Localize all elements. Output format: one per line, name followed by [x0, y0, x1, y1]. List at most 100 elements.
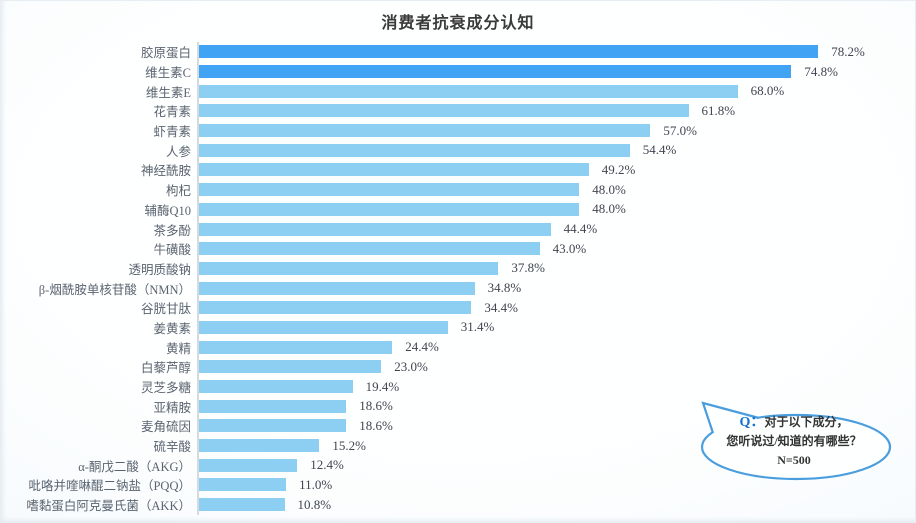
- value-label: 15.2%: [332, 437, 366, 453]
- bar-cell: [197, 199, 580, 220]
- category-label: 吡咯并喹啉醌二钠盐（PQQ）: [28, 479, 191, 494]
- speech-bubble-ellipse: [700, 413, 892, 481]
- value-label: 10.8%: [297, 496, 332, 512]
- bar: [199, 143, 630, 157]
- category-label: 姜黄素: [153, 321, 191, 336]
- bar-rows: 胶原蛋白 78.2% 维生素C 74.8% 维生素E 68.0% 花青素 61.8% 虾青素 57…: [0, 42, 916, 515]
- bar-cell: [197, 81, 738, 102]
- bar-cell: [197, 357, 382, 377]
- bar-row: 维生素E 68.0%: [0, 81, 916, 102]
- value-label: 74.8%: [804, 63, 838, 79]
- category-label: 人参: [165, 144, 191, 159]
- bar-row: 吡咯并喹啉醌二钠盐（PQQ） 11.0%: [0, 475, 916, 495]
- category-label: 维生素E: [145, 85, 191, 100]
- bar: [199, 458, 298, 472]
- question-line-2: 您听说过/知道的有哪些？: [726, 434, 862, 448]
- bar-cell: [197, 278, 475, 298]
- bar-cell: [197, 494, 285, 515]
- bar-row: 花青素 61.8%: [0, 101, 916, 121]
- value-label: 48.0%: [592, 201, 626, 217]
- bar: [199, 124, 651, 138]
- bar: [199, 320, 448, 334]
- bar-row: 透明质酸钠 37.8%: [0, 258, 916, 279]
- category-label: 灵芝多糖: [140, 381, 191, 396]
- bar: [199, 281, 475, 295]
- q-label: Q：: [739, 415, 765, 430]
- bar-cell: [197, 297, 472, 318]
- category-label: 花青素: [153, 105, 191, 120]
- bar-cell: [197, 258, 499, 279]
- bar-row: 维生素C 74.8%: [0, 61, 916, 82]
- bar-row: 亚精胺 18.6%: [0, 396, 916, 417]
- bar-cell: [197, 61, 792, 82]
- category-label: 嗜黏蛋白阿克曼氏菌（AKK）: [26, 499, 191, 514]
- bar-cell: [197, 416, 347, 436]
- bar: [199, 183, 580, 197]
- category-label: 硫辛酸: [153, 440, 191, 455]
- value-label: 43.0%: [552, 240, 587, 256]
- value-label: 11.0%: [299, 476, 333, 492]
- category-label: 谷胱甘肽: [140, 302, 191, 317]
- bar-cell: [197, 219, 551, 239]
- category-label: 辅酶Q10: [144, 203, 191, 218]
- bar-row: 牛磺酸 43.0%: [0, 238, 916, 259]
- category-label: 维生素C: [145, 66, 191, 81]
- bar-row: 灵芝多糖 19.4%: [0, 376, 916, 397]
- bar-cell: [197, 42, 819, 62]
- value-label: 44.4%: [563, 221, 598, 237]
- bar: [199, 65, 792, 79]
- bar: [199, 340, 393, 354]
- category-label: 白藜芦醇: [140, 361, 191, 376]
- category-label: α-酮戊二酸（AKG）: [78, 459, 191, 474]
- bar: [199, 439, 320, 453]
- value-label: 34.4%: [484, 299, 518, 315]
- bar: [199, 104, 689, 118]
- bar: [199, 242, 540, 256]
- value-label: 57.0%: [663, 122, 697, 138]
- bar-cell: [197, 140, 630, 161]
- bar-row: α-酮戊二酸（AKG） 12.4%: [0, 455, 916, 476]
- bar-cell: [197, 120, 651, 141]
- bar-row: 人参 54.4%: [0, 140, 916, 161]
- bar-cell: [197, 455, 298, 476]
- bar: [199, 261, 499, 275]
- category-label: 胶原蛋白: [140, 46, 191, 61]
- category-label: 黄精: [165, 341, 191, 356]
- bar-row: 胶原蛋白 78.2%: [0, 42, 916, 62]
- bar: [199, 419, 347, 433]
- question-line-1: Q：对于以下成分，: [693, 413, 895, 432]
- value-label: 49.2%: [601, 161, 636, 177]
- value-label: 31.4%: [460, 319, 495, 335]
- question-line1-text: 对于以下成分，: [764, 415, 849, 429]
- value-label: 18.6%: [359, 417, 393, 433]
- category-label: 枸杞: [165, 184, 191, 199]
- bar-cell: [197, 435, 320, 456]
- bar-row: 辅酶Q10 48.0%: [0, 199, 916, 220]
- value-label: 12.4%: [310, 457, 344, 473]
- category-label: 透明质酸钠: [128, 262, 191, 277]
- bar: [199, 163, 589, 177]
- bar-cell: [197, 475, 287, 495]
- value-label: 37.8%: [511, 260, 545, 276]
- bar-row: 嗜黏蛋白阿克曼氏菌（AKK） 10.8%: [0, 494, 916, 515]
- bar-row: 麦角硫因 18.6%: [0, 416, 916, 436]
- bar-cell: [197, 160, 589, 180]
- speech-bubble-shape: [700, 401, 892, 481]
- bar: [199, 202, 580, 216]
- value-label: 78.2%: [831, 43, 865, 59]
- bar-row: 谷胱甘肽 34.4%: [0, 297, 916, 318]
- bar-cell: [197, 101, 689, 121]
- category-label: 牛磺酸: [153, 243, 191, 258]
- bar-row: 神经酰胺 49.2%: [0, 160, 916, 180]
- bar-row: 黄精 24.4%: [0, 337, 916, 357]
- bar: [199, 360, 382, 374]
- bar-cell: [197, 179, 580, 200]
- question-text: Q：对于以下成分， 您听说过/知道的有哪些？ N=500: [693, 413, 895, 470]
- bar-cell: [197, 396, 347, 417]
- category-label: 麦角硫因: [140, 420, 191, 435]
- value-label: 54.4%: [642, 142, 677, 158]
- bar: [199, 222, 551, 236]
- value-label: 18.6%: [359, 398, 393, 414]
- value-label: 23.0%: [394, 358, 428, 374]
